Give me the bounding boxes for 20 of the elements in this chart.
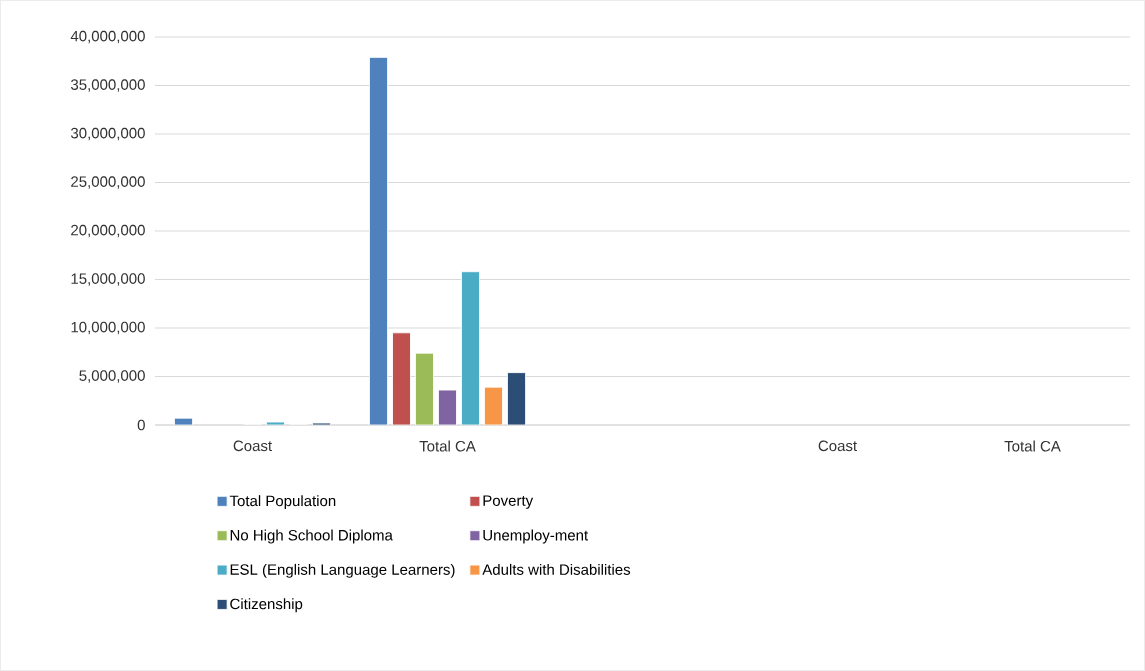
legend-label: Poverty bbox=[483, 495, 534, 509]
y-tick-label: 35,000,000 bbox=[70, 79, 145, 92]
legend-label: ESL (English Language Learners) bbox=[230, 563, 455, 578]
x-tick-label: Total CA bbox=[419, 440, 476, 452]
legend-label: Adults with Disabilities bbox=[482, 563, 631, 575]
y-tick-label: 40,000,000 bbox=[70, 30, 145, 44]
legend-label: Citizenship bbox=[230, 598, 303, 613]
x-tick-label: Coast bbox=[233, 440, 272, 452]
y-tick-label: 10,000,000 bbox=[71, 321, 145, 335]
legend-label: Total Population bbox=[229, 495, 336, 510]
x-tick-label: Coast bbox=[818, 440, 857, 452]
legend-label: No High School Diploma bbox=[230, 529, 393, 544]
y-tick-label: 20,000,000 bbox=[71, 224, 145, 238]
x-tick-label: Total CA bbox=[1004, 440, 1061, 452]
y-tick-label: 0 bbox=[137, 419, 145, 431]
y-tick-label: 15,000,000 bbox=[71, 273, 145, 286]
y-tick-label: 5,000,000 bbox=[79, 370, 145, 383]
y-tick-label: 25,000,000 bbox=[71, 176, 145, 189]
y-tick-label: 30,000,000 bbox=[70, 127, 145, 141]
legend-label: Unemploy-ment bbox=[483, 529, 589, 544]
